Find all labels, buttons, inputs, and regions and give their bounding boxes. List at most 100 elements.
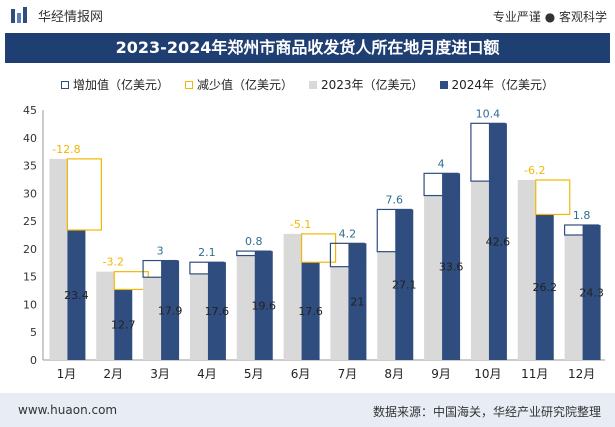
bar-2024	[535, 214, 554, 360]
x-tick-label: 9月	[431, 367, 451, 381]
x-tick-label: 7月	[338, 367, 358, 381]
y-tick-label: 15	[23, 271, 37, 284]
bar-2024	[207, 262, 226, 360]
x-tick-label: 4月	[197, 367, 217, 381]
legend-item-2024: 2024年（亿美元）	[439, 76, 555, 93]
x-tick-label: 3月	[150, 367, 170, 381]
brand[interactable]: 华经情报网	[10, 6, 103, 25]
change-label: 7.6	[386, 193, 404, 206]
y-tick-label: 0	[30, 354, 37, 367]
y-tick-label: 40	[23, 132, 37, 145]
value-label-2024: 17.6	[298, 305, 323, 318]
value-label-2024: 17.9	[158, 304, 183, 317]
bar-chart: 0 5 10 15 20 25 30 35 40 45 -12.8 23.4 1月 -3.2 12.7 2月 3…	[23, 104, 605, 381]
legend-label-increase: 增加值（亿美元）	[72, 78, 169, 92]
x-tick-label: 11月	[521, 367, 548, 381]
change-label: -12.8	[52, 143, 80, 156]
footer: www.huaon.com 数据来源：中国海关，华经产业研究院整理	[0, 393, 615, 427]
value-label-2024: 33.6	[439, 261, 464, 274]
x-tick-label: 8月	[384, 367, 404, 381]
change-label: -6.2	[524, 164, 545, 177]
change-label: -5.1	[290, 218, 311, 231]
y-tick-label: 45	[23, 104, 37, 117]
huajing-logo-icon	[11, 6, 27, 23]
bar-2023	[564, 235, 583, 360]
x-tick-label: 2月	[103, 367, 123, 381]
x-tick-label: 5月	[244, 367, 264, 381]
legend-item-2023: 2023年（亿美元）	[308, 76, 424, 93]
bar-2023	[189, 273, 208, 360]
change-label: 0.8	[245, 235, 263, 248]
value-label-2024: 21	[350, 296, 364, 309]
bar-2024	[442, 173, 461, 360]
brand-name: 华经情报网	[38, 10, 104, 25]
bar-2023	[283, 233, 302, 360]
decrease-box	[535, 179, 571, 216]
bar-2024	[67, 230, 86, 360]
decrease-box	[66, 158, 103, 231]
bar-2023	[377, 251, 396, 360]
change-label: -3.2	[103, 256, 124, 269]
legend: 增加值（亿美元） 减少值（亿美元） 2023年（亿美元） 2024年（亿美元）	[0, 76, 615, 93]
bar-2024	[254, 251, 273, 360]
increase-box	[189, 261, 225, 275]
2023-swatch-icon	[308, 80, 317, 89]
value-label-2024: 42.6	[486, 236, 511, 249]
value-label-2024: 24.3	[579, 287, 604, 300]
top-bar: 华经情报网 专业严谨 ● 客观科学	[0, 0, 615, 31]
legend-item-increase: 增加值（亿美元）	[60, 76, 169, 93]
decrease-box	[300, 233, 337, 263]
legend-item-decrease: 减少值（亿美元）	[184, 76, 293, 93]
change-label: 2.1	[198, 246, 216, 259]
2024-swatch-icon	[439, 80, 448, 89]
bar-2023	[470, 181, 489, 360]
increase-swatch-icon	[60, 80, 69, 89]
bar-2023	[330, 266, 349, 360]
increase-box	[563, 224, 600, 236]
footer-source: 数据来源：中国海关，华经产业研究院整理	[372, 405, 601, 419]
tagline: 专业严谨 ● 客观科学	[492, 10, 607, 24]
increase-box	[142, 259, 178, 278]
y-tick-label: 20	[23, 243, 37, 256]
increase-box	[470, 122, 506, 182]
value-label-2024: 12.7	[111, 319, 136, 332]
y-tick-label: 5	[30, 326, 37, 339]
increase-box	[423, 172, 459, 197]
bar-2023	[49, 158, 68, 360]
change-label: 4.2	[339, 227, 357, 240]
increase-box	[329, 242, 366, 268]
x-tick-label: 1月	[57, 367, 77, 381]
bar-2024	[301, 262, 320, 360]
legend-label-decrease: 减少值（亿美元）	[196, 78, 293, 92]
change-label: 4	[438, 157, 445, 170]
bar-2023	[236, 255, 255, 360]
x-tick-label: 6月	[291, 367, 311, 381]
bar-2023	[143, 277, 162, 360]
change-label: 1.8	[573, 209, 591, 222]
x-tick-label: 10月	[474, 367, 501, 381]
bar-2024	[395, 209, 414, 360]
decrease-swatch-icon	[184, 80, 193, 89]
value-label-2024: 17.6	[205, 305, 230, 318]
y-tick-label: 35	[23, 160, 37, 173]
legend-label-2023: 2023年（亿美元）	[320, 78, 424, 92]
y-tick-label: 25	[23, 215, 37, 228]
chart-title: 2023-2024年郑州市商品收发货人所在地月度进口额	[5, 33, 610, 63]
value-label-2024: 26.2	[533, 281, 558, 294]
bar-2024	[114, 289, 133, 360]
increase-box	[236, 250, 272, 257]
bar-2023	[517, 180, 536, 360]
y-tick-label: 10	[23, 298, 37, 311]
footer-url[interactable]: www.huaon.com	[18, 403, 118, 417]
bar-2024	[582, 225, 601, 360]
change-label: 10.4	[476, 107, 501, 120]
increase-box	[376, 208, 412, 253]
value-label-2024: 19.6	[252, 300, 277, 313]
y-tick-label: 30	[23, 187, 37, 200]
change-label: 3	[157, 245, 164, 258]
legend-label-2024: 2024年（亿美元）	[451, 78, 555, 92]
bar-2023	[96, 271, 115, 360]
value-label-2024: 23.4	[64, 289, 89, 302]
bar-2024	[488, 123, 507, 360]
x-tick-label: 12月	[568, 367, 595, 381]
